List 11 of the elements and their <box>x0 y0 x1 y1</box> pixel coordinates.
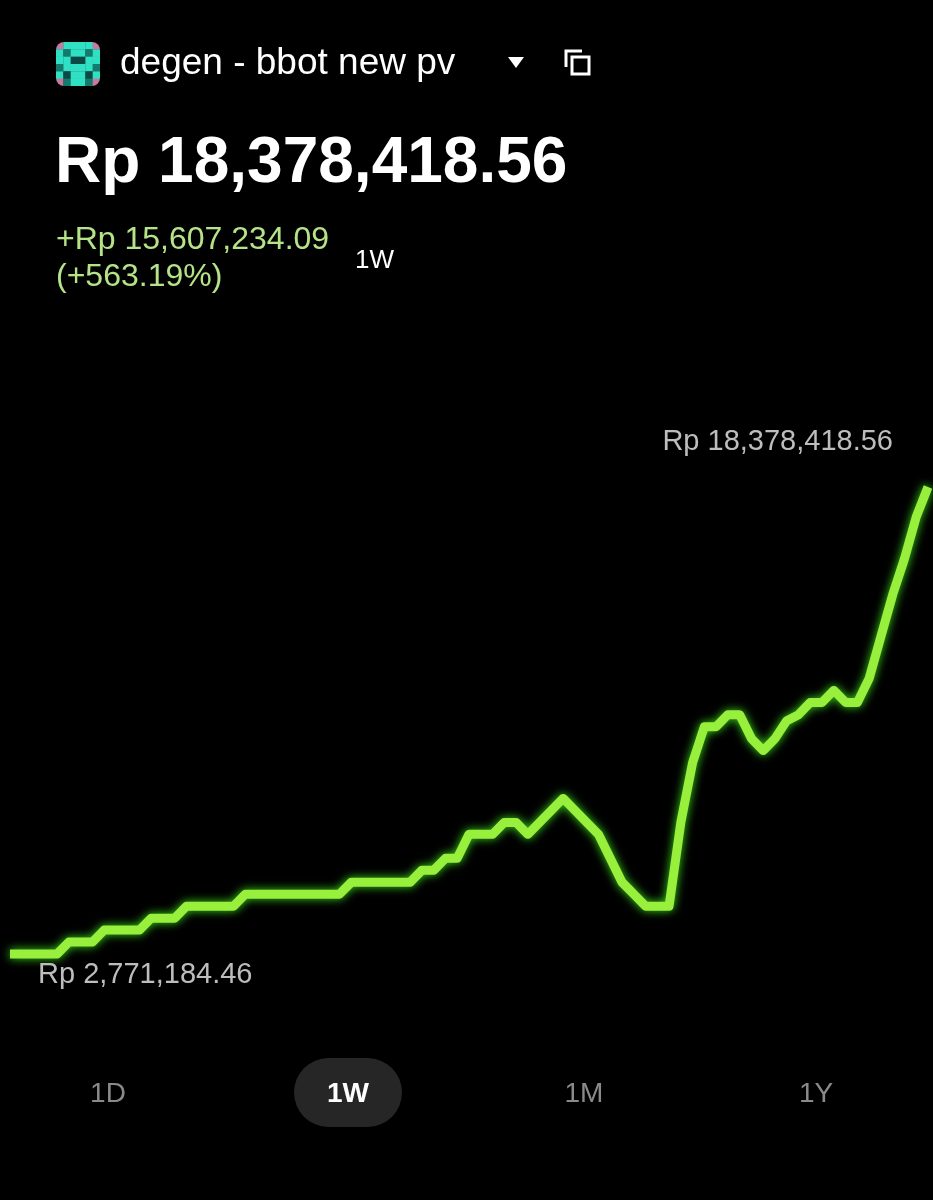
text: 1M <box>563 1075 605 1110</box>
data-label: Rp 2,771,184.46 <box>38 957 253 989</box>
text: 1Y <box>797 1075 835 1110</box>
text: +Rp 15,607,234.09 <box>56 220 330 256</box>
chart-subtitle: Rp 18,378,418.56 <box>55 123 568 198</box>
text: 1W <box>355 244 394 274</box>
text: 1D <box>89 1075 127 1110</box>
chart-title: degen - bbot new pv <box>120 40 456 84</box>
text: (+563.19%) <box>56 257 223 293</box>
data-label: Rp 18,378,418.56 <box>662 424 893 456</box>
selected-period-button: 1W <box>294 1058 402 1127</box>
